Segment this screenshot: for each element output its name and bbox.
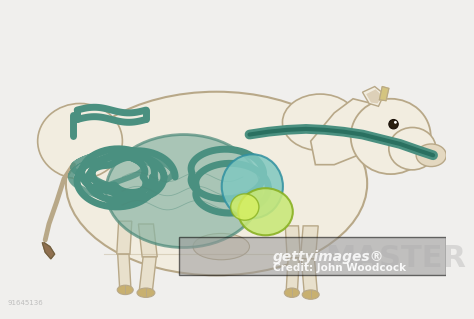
Circle shape	[389, 120, 398, 129]
Ellipse shape	[37, 103, 122, 179]
Ellipse shape	[284, 288, 300, 297]
Polygon shape	[42, 243, 55, 259]
Ellipse shape	[389, 128, 436, 170]
Ellipse shape	[106, 135, 261, 248]
Polygon shape	[301, 226, 318, 259]
Ellipse shape	[117, 285, 133, 295]
Ellipse shape	[283, 94, 358, 151]
Ellipse shape	[66, 92, 367, 275]
Ellipse shape	[137, 288, 155, 297]
Polygon shape	[117, 221, 132, 254]
Text: Credit: John Woodcock: Credit: John Woodcock	[273, 263, 406, 273]
Polygon shape	[139, 257, 156, 290]
Ellipse shape	[351, 99, 431, 174]
Ellipse shape	[222, 154, 283, 218]
Polygon shape	[310, 99, 377, 165]
Polygon shape	[285, 226, 301, 258]
Polygon shape	[366, 89, 382, 103]
Text: 91645136: 91645136	[8, 300, 43, 306]
Polygon shape	[138, 224, 157, 257]
Polygon shape	[286, 258, 300, 290]
Polygon shape	[118, 254, 131, 287]
Ellipse shape	[416, 144, 446, 167]
Ellipse shape	[302, 290, 319, 299]
Text: gettyimages®: gettyimages®	[273, 250, 384, 264]
Text: MASTER: MASTER	[325, 244, 466, 273]
Polygon shape	[379, 86, 389, 101]
Circle shape	[394, 121, 397, 124]
Ellipse shape	[238, 188, 293, 235]
Ellipse shape	[231, 194, 259, 220]
Polygon shape	[363, 86, 384, 106]
Polygon shape	[301, 259, 317, 292]
FancyBboxPatch shape	[179, 237, 446, 275]
Ellipse shape	[193, 234, 249, 260]
